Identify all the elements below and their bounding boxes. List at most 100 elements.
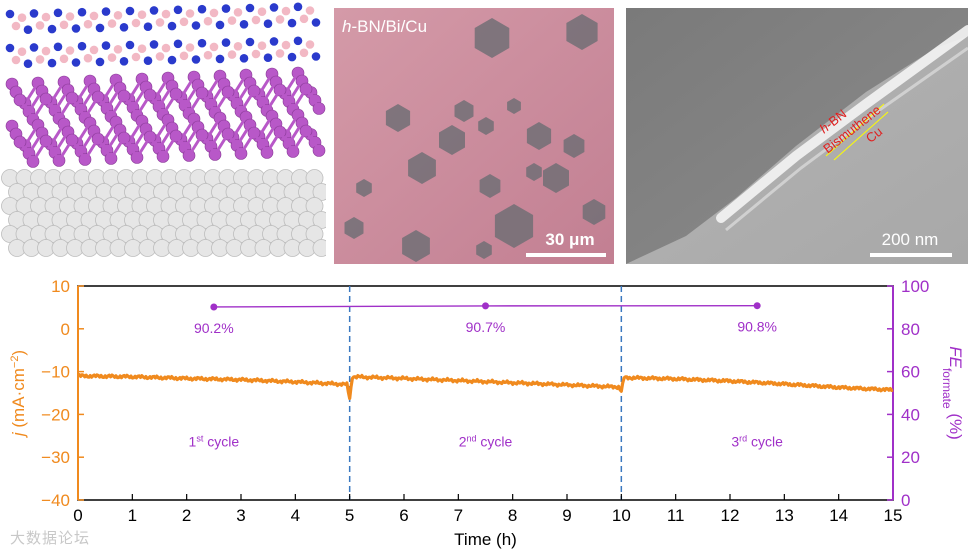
- hbn-atom: [65, 12, 75, 21]
- hbn-domain: [344, 217, 364, 239]
- hbn-atom: [287, 18, 297, 28]
- x-tick-label: 6: [399, 506, 408, 525]
- optical-label: h-BN/Bi/Cu: [342, 17, 427, 36]
- right-axis-label: FEformate (%): [940, 346, 965, 440]
- optical-micrograph: h-BN/Bi/Cu 30 μm: [334, 8, 614, 264]
- bismuthene-layer: [5, 108, 326, 168]
- x-tick-label: 10: [612, 506, 631, 525]
- hbn-atom: [101, 41, 111, 50]
- hbn-atom: [161, 43, 171, 53]
- sem-marker-line-2: [833, 111, 889, 161]
- hbn-atom: [233, 8, 243, 17]
- hbn-atom: [65, 46, 75, 55]
- hbn-atom: [131, 18, 141, 28]
- hbn-domain: [494, 204, 534, 248]
- x-axis-label: Time (h): [454, 530, 517, 549]
- hbn-atom: [83, 53, 93, 63]
- hbn-atom: [191, 55, 201, 64]
- current-density-series: [76, 373, 894, 401]
- hbn-atom: [209, 42, 219, 52]
- hbn-domain: [476, 241, 492, 259]
- hbn-atom: [155, 18, 165, 27]
- sem-cross-section: h-BN Bismuthene Cu 200 nm: [626, 8, 968, 264]
- hbn-domain: [478, 117, 494, 135]
- x-tick-label: 5: [345, 506, 354, 525]
- hbn-atom: [311, 18, 321, 27]
- left-tick-label: 10: [51, 277, 70, 296]
- hbn-atom: [257, 7, 267, 16]
- x-tick-label: 12: [721, 506, 740, 525]
- sem-scale-bar: [870, 253, 952, 257]
- hbn-atom: [149, 40, 159, 49]
- hbn-atom: [227, 16, 237, 25]
- hbn-atom: [119, 23, 129, 32]
- hbn-atom: [137, 10, 147, 19]
- hbn-atom: [281, 6, 291, 16]
- sem-scale-label: 200 nm: [882, 230, 939, 249]
- hbn-atom: [77, 7, 87, 17]
- hbn-atom: [23, 59, 33, 68]
- hbn-atom: [59, 20, 69, 30]
- hbn-domain: [408, 152, 436, 184]
- hbn-atom: [293, 2, 303, 12]
- atomic-structure-graphic: [1, 2, 326, 257]
- hbn-atom: [269, 37, 279, 46]
- hbn-atom: [293, 36, 303, 46]
- hbn-atom: [143, 22, 153, 32]
- hbn-atom: [89, 11, 99, 21]
- hbn-atom: [89, 45, 99, 55]
- cycle-dividers: [348, 286, 623, 500]
- hbn-domain: [526, 163, 542, 181]
- hbn-atom: [101, 7, 111, 16]
- watermark-text: 大数据论坛: [10, 529, 91, 547]
- hbn-atom: [305, 40, 315, 49]
- hbn-atom: [191, 21, 201, 30]
- hbn-atom: [29, 9, 39, 18]
- copper-atom: [312, 211, 326, 229]
- hbn-atom: [53, 8, 63, 18]
- hbn-atom: [113, 11, 123, 20]
- x-tick-label: 0: [73, 506, 82, 525]
- hbn-atom: [137, 44, 147, 53]
- hbn-atom: [5, 9, 15, 19]
- x-tick-label: 11: [667, 506, 685, 525]
- x-tick-label: 1: [128, 506, 137, 525]
- fe-point: [482, 302, 489, 310]
- left-tick-label: −10: [41, 363, 70, 382]
- x-tick-label: 15: [884, 506, 903, 525]
- hbn-atom: [179, 51, 189, 61]
- hbn-atom: [209, 8, 219, 18]
- fe-point: [753, 302, 761, 310]
- hbn-atom: [173, 5, 183, 15]
- hbn-atom: [245, 37, 255, 47]
- hbn-atom: [107, 19, 117, 28]
- hbn-atom: [275, 49, 285, 58]
- hbn-atom: [107, 53, 117, 62]
- x-tick-label: 14: [829, 506, 848, 525]
- copper-atom: [305, 225, 324, 243]
- hbn-atom: [281, 40, 291, 50]
- hbn-domains: [344, 14, 606, 262]
- right-tick-label: 100: [901, 277, 929, 296]
- hbn-atom: [143, 56, 153, 65]
- sem-cross-section-graphic: h-BN Bismuthene Cu 200 nm: [626, 8, 968, 264]
- hbn-atom: [197, 4, 207, 14]
- hbn-domain: [563, 134, 585, 158]
- hbn-atom: [77, 41, 87, 51]
- fe-point-label: 90.2%: [194, 320, 234, 336]
- left-tick-label: −30: [41, 448, 70, 467]
- hbn-atom: [41, 12, 51, 22]
- left-tick-label: −20: [41, 405, 70, 424]
- x-tick-label: 9: [562, 506, 571, 525]
- hbn-atom: [311, 52, 321, 61]
- optical-scale-label: 30 μm: [545, 230, 594, 249]
- x-tick-label: 2: [182, 506, 191, 525]
- fe-series-points: 90.2% 90.7% 90.8%: [194, 302, 777, 336]
- hbn-atom: [221, 4, 231, 13]
- hbn-atom: [161, 9, 171, 19]
- hbn-atom: [17, 47, 27, 56]
- x-tick-label: 13: [775, 506, 794, 525]
- cycle-label: 3rd cycle: [731, 434, 783, 450]
- hbn-atom: [29, 43, 39, 52]
